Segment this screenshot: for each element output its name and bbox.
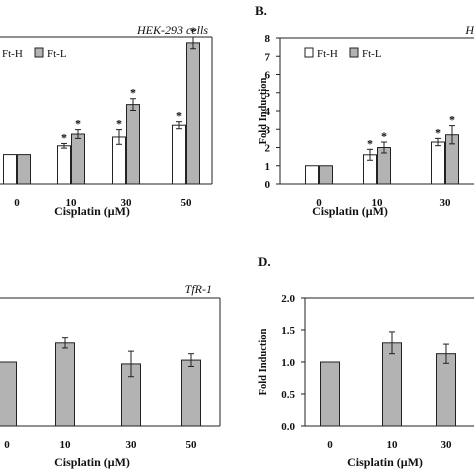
y-tick-label: 3 bbox=[265, 124, 271, 136]
x-tick-label: 30 bbox=[440, 197, 452, 209]
bar bbox=[172, 124, 186, 185]
bar bbox=[436, 353, 456, 427]
significance-star: * bbox=[435, 125, 441, 139]
bar bbox=[55, 342, 75, 427]
x-tick-label: 30 bbox=[126, 439, 138, 451]
y-tick-label: 1.0 bbox=[281, 357, 295, 369]
panel-4: 0.0 0.5 1.0 1.5 2.0 0 10 30 D. Cisplatin (μM) Fold… bbox=[258, 254, 474, 469]
y-tick-label: 6 bbox=[265, 70, 271, 82]
bar bbox=[17, 154, 31, 185]
y-tick-label: 8 bbox=[265, 33, 271, 45]
bar bbox=[319, 165, 333, 185]
significance-star: * bbox=[61, 130, 67, 144]
y-axis-title: Fold Induction bbox=[258, 77, 269, 144]
bar bbox=[57, 145, 71, 185]
y-tick-label: 2 bbox=[265, 143, 271, 155]
x-tick-label: 0 bbox=[14, 197, 20, 209]
y-tick-label: 7 bbox=[265, 51, 271, 63]
y-tick-label: 2.0 bbox=[281, 293, 295, 305]
x-tick-label: 50 bbox=[181, 197, 193, 209]
x-tick-label: 10 bbox=[372, 197, 384, 209]
y-tick-label: 5 bbox=[265, 88, 271, 100]
x-tick-label: 30 bbox=[441, 439, 453, 451]
y-tick-label: 4 bbox=[265, 106, 271, 118]
x-tick-label: 10 bbox=[387, 439, 399, 451]
legend-swatch bbox=[34, 47, 44, 58]
significance-star: * bbox=[190, 24, 196, 38]
bar bbox=[126, 104, 140, 185]
x-tick-label: 10 bbox=[66, 197, 78, 209]
bar bbox=[0, 361, 17, 427]
x-axis-title: Cisplatin (μM) bbox=[312, 204, 388, 218]
significance-star: * bbox=[176, 109, 182, 123]
panel-title: TfR-1 bbox=[185, 282, 212, 296]
significance-star: * bbox=[130, 86, 136, 100]
legend-label: Ft-L bbox=[47, 48, 67, 60]
significance-star: * bbox=[75, 117, 81, 131]
legend-label: Ft-H bbox=[2, 48, 23, 60]
y-tick-label: 0 bbox=[265, 179, 271, 191]
bar bbox=[431, 141, 445, 185]
panel-title: H bbox=[464, 23, 474, 37]
bar bbox=[305, 165, 319, 185]
significance-star: * bbox=[449, 113, 455, 127]
bar bbox=[181, 359, 201, 427]
legend-label: Ft-L bbox=[362, 48, 382, 60]
legend-swatch bbox=[349, 47, 359, 58]
x-tick-label: 0 bbox=[316, 197, 322, 209]
x-axis-title: Cisplatin (μM) bbox=[347, 455, 423, 469]
panel-2: 0 1 2 3 4 5 6 7 8 0 * * 10 * * 30 Ft-H Ft-L H B. Cisplatin (… bbox=[255, 3, 474, 218]
y-axis-title: Fold Induction bbox=[258, 328, 269, 395]
x-axis-title: Cisplatin (μM) bbox=[54, 204, 130, 218]
legend-label: Ft-H bbox=[317, 48, 338, 60]
x-tick-label: 0 bbox=[327, 439, 333, 451]
significance-star: * bbox=[116, 117, 122, 131]
bar bbox=[186, 42, 200, 185]
panel-title: HEK-293 cells bbox=[136, 23, 208, 37]
panel-1: 0 * * 10 * * 30 * * 50 Ft-H Ft-L HEK-293 cells Cispla… bbox=[0, 23, 213, 218]
bar bbox=[71, 133, 85, 185]
significance-star: * bbox=[367, 136, 373, 150]
panel-letter: D. bbox=[258, 254, 271, 269]
legend-swatch bbox=[304, 47, 314, 58]
bar bbox=[382, 342, 402, 427]
y-tick-label: 0.5 bbox=[281, 389, 295, 401]
panel-3: 0 10 30 50 TfR-1 Cisplatin (μM) bbox=[0, 282, 221, 469]
x-tick-label: 10 bbox=[60, 439, 72, 451]
bar bbox=[3, 154, 17, 185]
x-tick-label: 30 bbox=[121, 197, 133, 209]
y-tick-label: 1 bbox=[265, 161, 271, 173]
x-tick-label: 0 bbox=[4, 439, 10, 451]
x-tick-label: 50 bbox=[186, 439, 198, 451]
significance-star: * bbox=[381, 129, 387, 143]
x-axis-title: Cisplatin (μM) bbox=[54, 455, 130, 469]
y-tick-label: 0.0 bbox=[281, 421, 295, 433]
y-tick-label: 1.5 bbox=[281, 325, 295, 337]
bar bbox=[320, 361, 340, 427]
panel-letter: B. bbox=[255, 3, 267, 18]
